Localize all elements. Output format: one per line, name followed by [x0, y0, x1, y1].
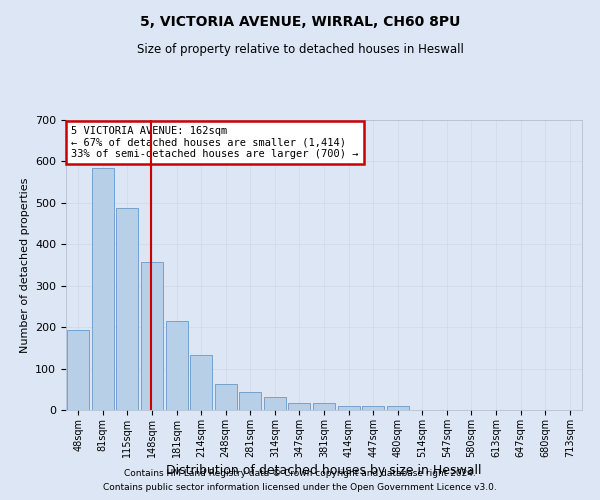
Bar — [264, 397, 286, 410]
Bar — [313, 404, 335, 410]
Bar — [141, 262, 163, 410]
Text: 5 VICTORIA AVENUE: 162sqm
← 67% of detached houses are smaller (1,414)
33% of se: 5 VICTORIA AVENUE: 162sqm ← 67% of detac… — [71, 126, 359, 159]
Bar — [289, 404, 310, 410]
Bar — [386, 406, 409, 410]
Bar — [338, 406, 359, 410]
Bar — [116, 208, 139, 410]
Text: Contains public sector information licensed under the Open Government Licence v3: Contains public sector information licen… — [103, 484, 497, 492]
X-axis label: Distribution of detached houses by size in Heswall: Distribution of detached houses by size … — [166, 464, 482, 477]
Bar — [92, 168, 114, 410]
Text: Size of property relative to detached houses in Heswall: Size of property relative to detached ho… — [137, 42, 463, 56]
Bar — [67, 330, 89, 410]
Bar — [190, 355, 212, 410]
Bar — [166, 321, 188, 410]
Text: 5, VICTORIA AVENUE, WIRRAL, CH60 8PU: 5, VICTORIA AVENUE, WIRRAL, CH60 8PU — [140, 15, 460, 29]
Bar — [362, 406, 384, 410]
Bar — [215, 384, 237, 410]
Text: Contains HM Land Registry data © Crown copyright and database right 2024.: Contains HM Land Registry data © Crown c… — [124, 468, 476, 477]
Bar — [239, 392, 262, 410]
Y-axis label: Number of detached properties: Number of detached properties — [20, 178, 29, 352]
